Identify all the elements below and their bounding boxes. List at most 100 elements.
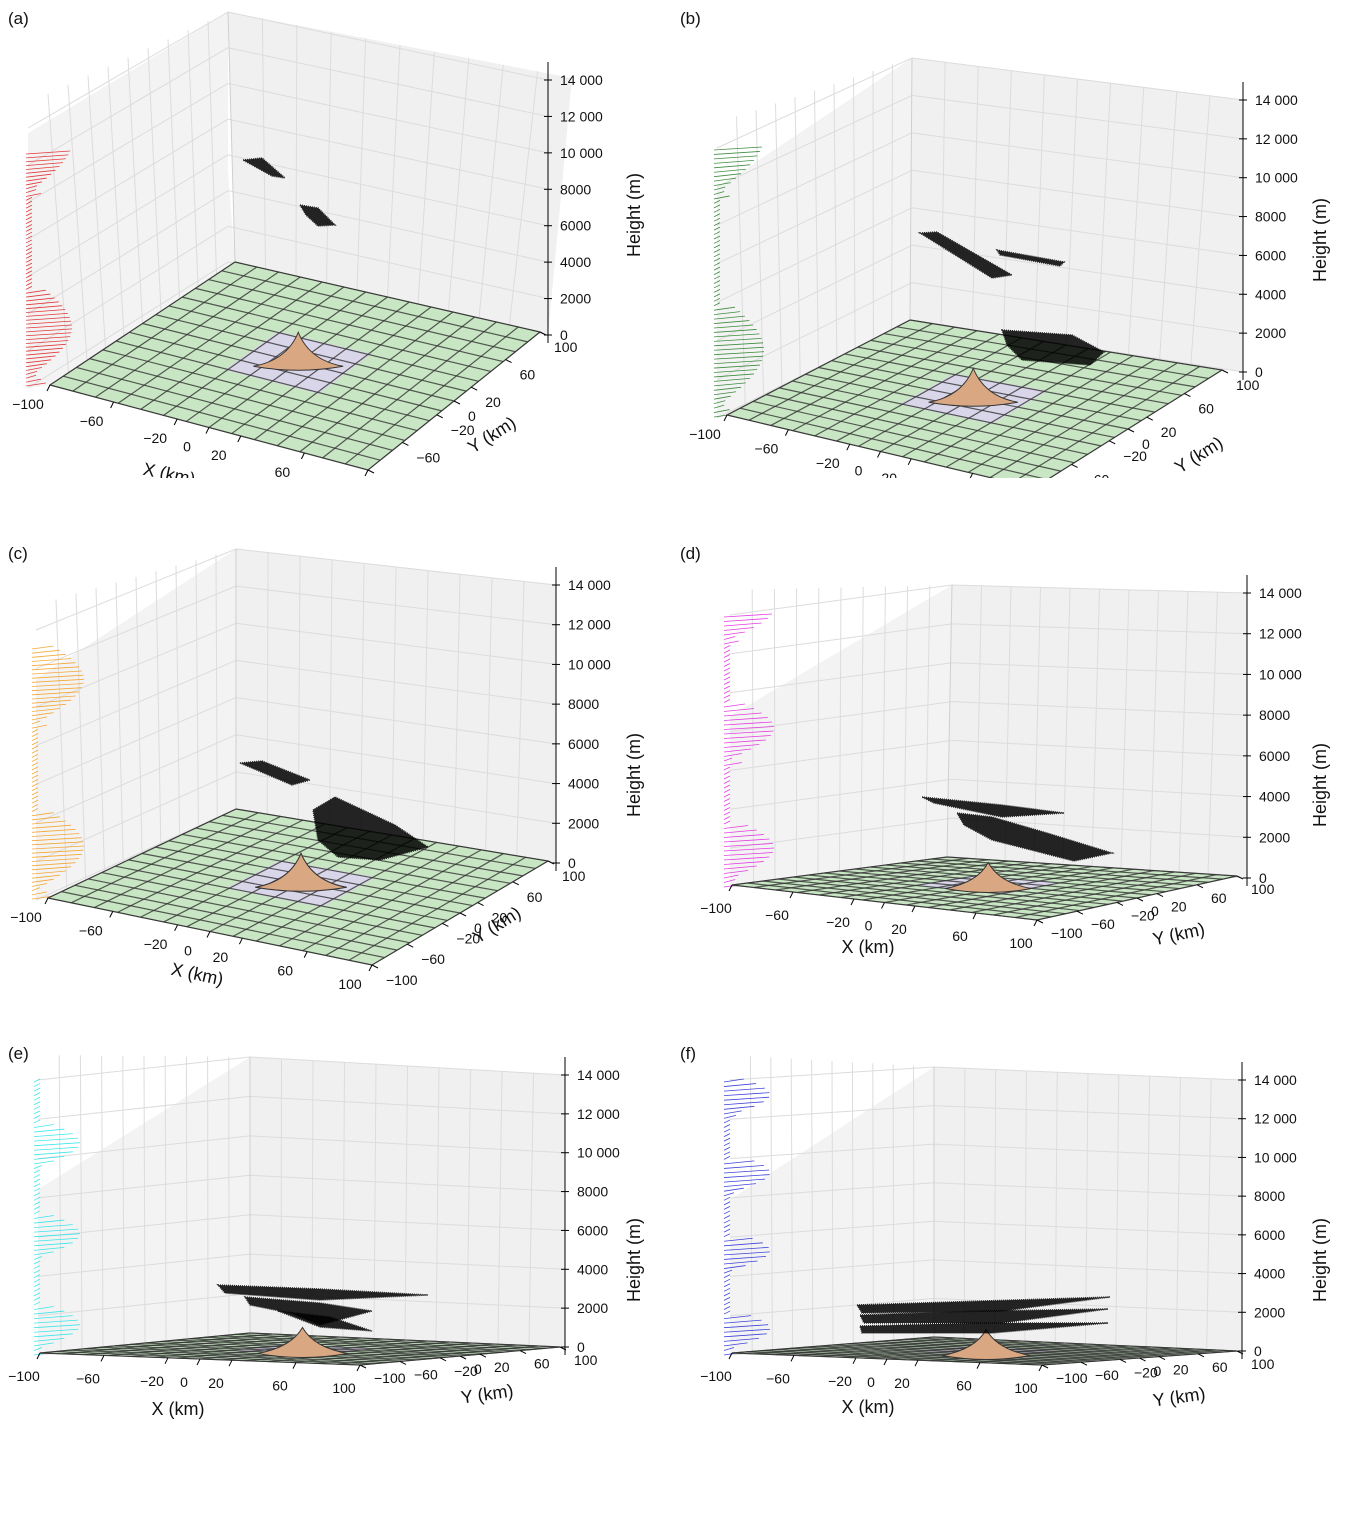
x-tick-mark <box>973 913 976 919</box>
y-tick-label: 20 <box>494 1359 510 1375</box>
x-tick-label: 0 <box>867 1374 875 1390</box>
wind-profile-line <box>34 1093 40 1096</box>
wind-profile-line <box>724 808 730 811</box>
wind-profile-line <box>32 646 54 649</box>
y-tick-label: 100 <box>574 1352 598 1368</box>
wind-profile-line <box>34 1115 40 1118</box>
wind-profile-line <box>724 772 730 775</box>
wind-profile-line <box>724 1088 765 1091</box>
z-tick-label: 4000 <box>1254 1266 1285 1282</box>
x-tick-label: −20 <box>143 430 167 446</box>
z-tick-label: 8000 <box>560 181 591 197</box>
wind-profile-line <box>724 1115 736 1118</box>
wind-profile-line <box>724 700 730 703</box>
z-tick-label: 4000 <box>577 1261 608 1277</box>
y-tick-label: 100 <box>1251 1356 1275 1372</box>
wind-profile-line <box>724 682 730 685</box>
x-axis-label: X (km) <box>141 459 197 478</box>
x-tick-mark <box>884 1359 887 1365</box>
wind-profile-line <box>32 654 66 657</box>
wind-profile-line <box>724 1220 730 1223</box>
y-tick-mark <box>1222 370 1228 373</box>
y-tick-mark <box>1184 394 1190 397</box>
y-tick-mark <box>460 913 466 916</box>
x-tick-label: 100 <box>1014 1380 1038 1396</box>
wind-profile-line <box>34 1134 73 1137</box>
wind-profile-line <box>724 1302 730 1305</box>
wind-profile-line <box>34 1184 40 1187</box>
x-tick-label: −60 <box>80 413 104 429</box>
wind-profile-line <box>724 1188 744 1191</box>
z-tick-label: 4000 <box>568 776 599 792</box>
z-tick-label: 6000 <box>560 218 591 234</box>
x-tick-mark <box>301 453 304 459</box>
x-tick-mark <box>791 1355 794 1361</box>
y-tick-mark <box>1109 441 1115 444</box>
z-tick-label: 12 000 <box>577 1106 620 1122</box>
x-tick-mark <box>882 903 885 909</box>
wind-profile-line <box>724 659 730 662</box>
wind-profile-line <box>34 1165 42 1168</box>
wind-profile-line <box>714 151 760 154</box>
x-tick-mark <box>110 911 113 917</box>
y-tick-mark <box>368 470 374 473</box>
z-tick-label: 6000 <box>1255 247 1286 263</box>
z-tick-label: 2000 <box>560 291 591 307</box>
y-tick-label: 100 <box>1236 377 1260 393</box>
z-tick-label: 12 000 <box>560 108 603 124</box>
z-tick-label: 8000 <box>568 696 599 712</box>
wind-profile-line <box>724 1161 754 1164</box>
y-tick-mark <box>1077 911 1083 914</box>
y-tick-mark <box>1037 920 1043 923</box>
wind-profile-line <box>34 1120 40 1123</box>
y-tick-label: −60 <box>1091 916 1115 932</box>
panel-label: (a) <box>8 9 29 28</box>
x-tick-label: −100 <box>8 1368 40 1384</box>
x-tick-mark <box>111 402 114 408</box>
wind-profile-line <box>724 655 730 658</box>
wind-profile-line <box>724 632 745 635</box>
wind-profile-line <box>724 821 730 824</box>
y-tick-label: −100 <box>1056 1370 1088 1386</box>
z-tick-label: 6000 <box>577 1222 608 1238</box>
z-tick-label: 12 000 <box>568 617 611 633</box>
x-tick-mark <box>239 938 242 944</box>
x-tick-label: 20 <box>208 1375 224 1391</box>
x-tick-label: −60 <box>766 1370 790 1386</box>
panel-label: (e) <box>8 1044 29 1063</box>
x-tick-mark <box>912 906 915 912</box>
y-tick-label: 0 <box>474 1361 482 1377</box>
wind-profile-line <box>724 1202 730 1205</box>
y-tick-mark <box>471 387 477 390</box>
wind-profile-line <box>724 803 730 806</box>
y-tick-mark <box>1159 1357 1165 1360</box>
y-tick-mark <box>520 1351 526 1354</box>
y-tick-label: 0 <box>1154 1363 1162 1379</box>
z-tick-label: 14 000 <box>568 577 611 593</box>
wind-profile-line <box>724 677 730 680</box>
wind-profile-line <box>724 704 745 707</box>
z-tick-label: 2000 <box>568 815 599 831</box>
wind-profile-line <box>724 1143 730 1146</box>
wind-profile-line <box>724 1225 730 1228</box>
x-tick-mark <box>357 1365 360 1371</box>
wind-profile-line <box>724 646 730 649</box>
x-tick-label: −100 <box>700 1368 732 1384</box>
wind-profile-line <box>724 1147 730 1150</box>
y-tick-label: 0 <box>468 408 476 424</box>
wind-profile-line <box>724 1229 730 1232</box>
panel-label: (d) <box>680 544 701 563</box>
wind-profile-line <box>724 619 768 622</box>
wind-profile-line <box>724 1307 730 1310</box>
x-tick-mark <box>369 965 372 971</box>
wind-profile-line <box>724 1120 730 1123</box>
wind-profile-line <box>34 1138 78 1141</box>
wind-profile-line <box>724 1138 730 1141</box>
y-tick-mark <box>360 1365 366 1368</box>
x-tick-label: 20 <box>891 921 907 937</box>
wind-profile-line <box>34 1143 80 1146</box>
x-tick-label: 0 <box>855 463 863 479</box>
y-tick-mark <box>460 1356 466 1359</box>
y-tick-label: 0 <box>1142 436 1150 452</box>
